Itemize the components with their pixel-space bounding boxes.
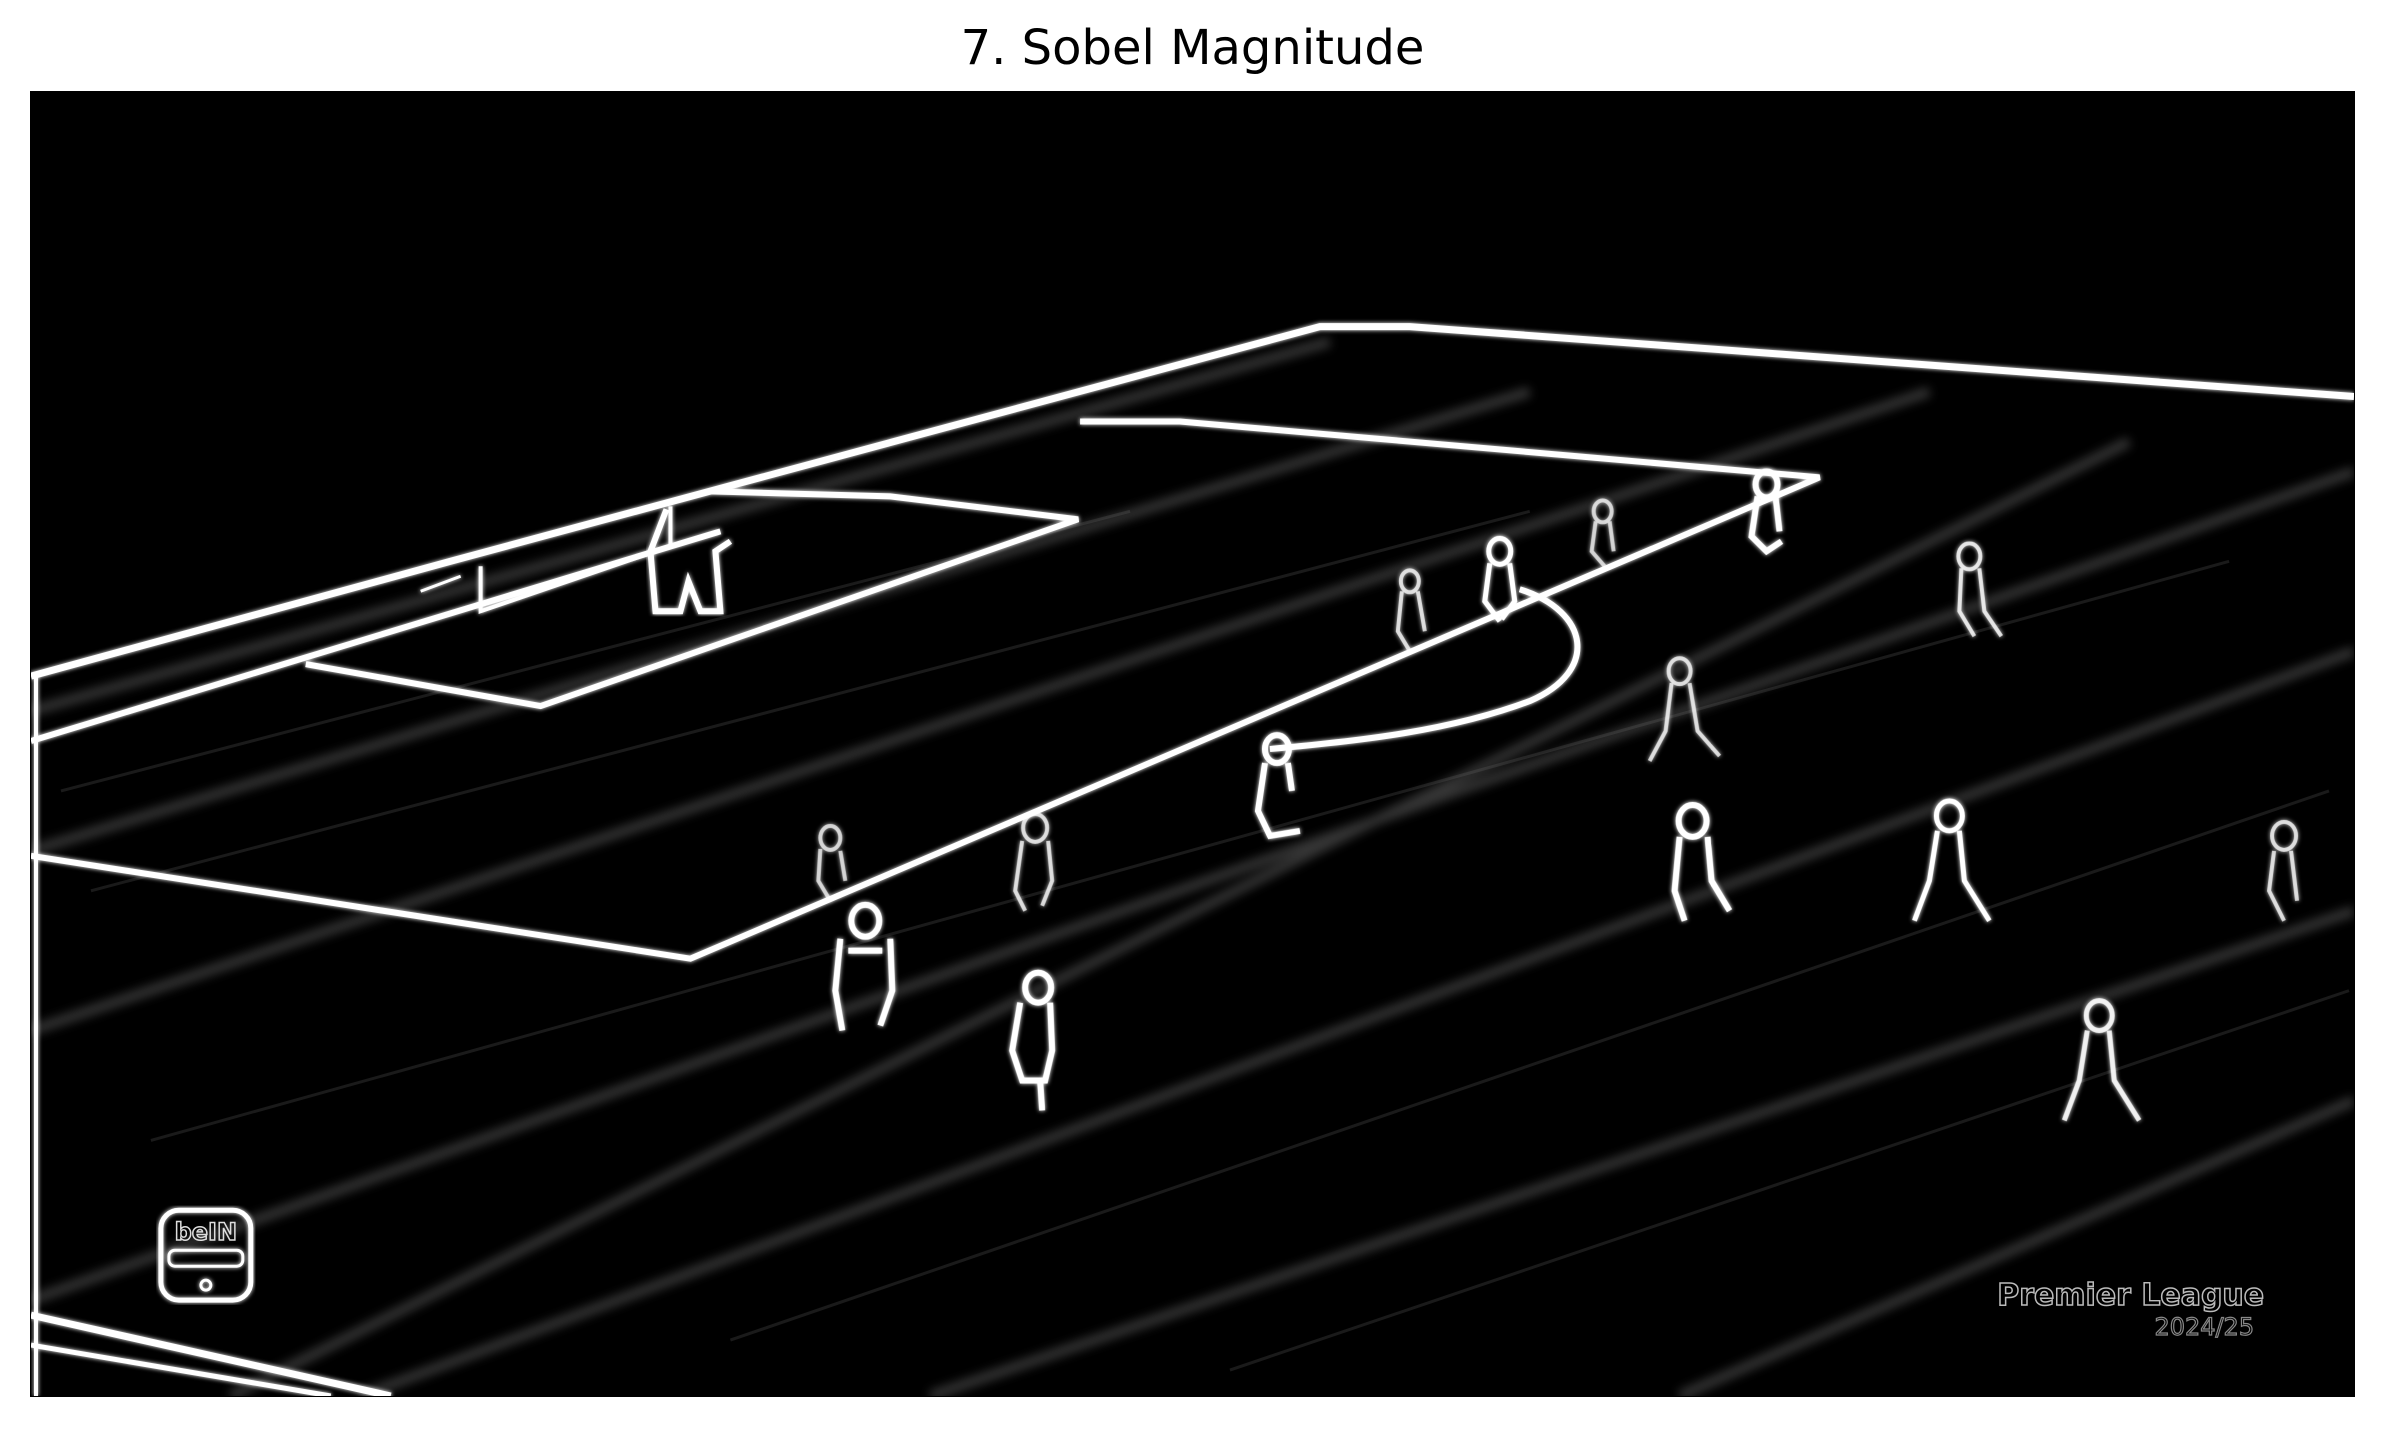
player-6 (1482, 535, 1518, 623)
player-5 (1254, 732, 1301, 840)
player-15 (2061, 998, 2142, 1122)
grass-texture-edges (60, 509, 2350, 1372)
figure-title: 7. Sobel Magnitude (960, 20, 1425, 76)
pitch-lines (31, 323, 2354, 1396)
player-1 (832, 901, 896, 1032)
player-4 (816, 823, 848, 902)
player-10 (1647, 656, 1722, 762)
broadcaster-logo (158, 1207, 254, 1303)
player-12 (1956, 541, 2003, 638)
player-2 (1009, 969, 1056, 1111)
league-watermark: Premier League (1997, 1278, 2264, 1313)
grass-stripe-edges (31, 336, 2354, 1396)
player-14 (2267, 819, 2300, 922)
player-3 (1013, 811, 1055, 912)
league-watermark-season: 2024/25 (2154, 1313, 2254, 1341)
player-7 (1395, 568, 1427, 653)
player-9 (1748, 468, 1784, 556)
player-13 (1912, 798, 1992, 923)
player-8 (1589, 498, 1616, 568)
broadcaster-logo-text: beIN (175, 1218, 237, 1246)
goalkeeper-silhouette (647, 508, 733, 615)
player-11 (1671, 801, 1733, 922)
player-silhouettes (816, 468, 2300, 1122)
sobel-edge-image: beIN Premier League 2024/25 (30, 91, 2355, 1397)
